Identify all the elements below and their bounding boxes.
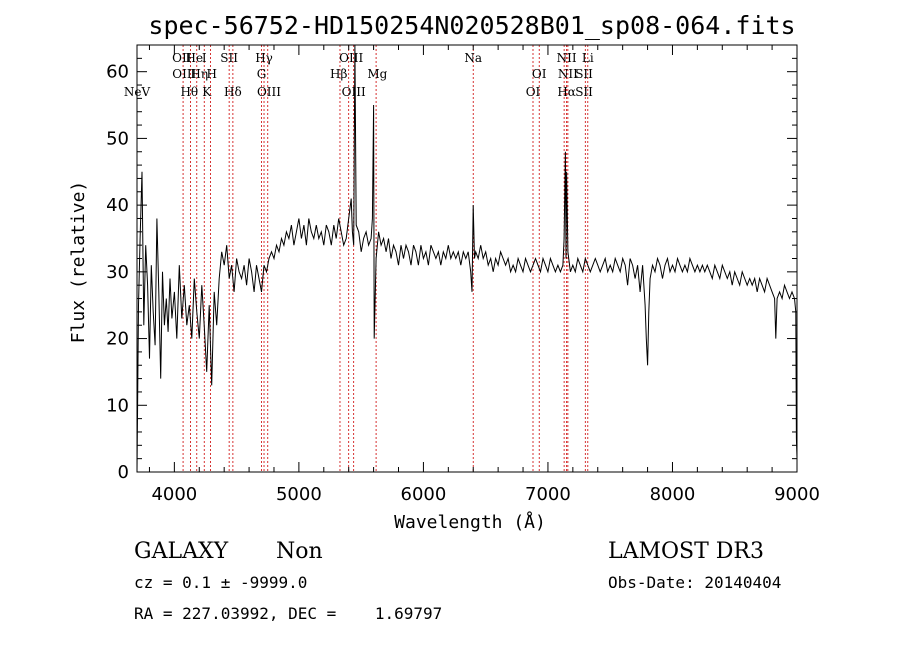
y-axis-ticks: 0 10 20 30 40 50 60 — [106, 44, 797, 483]
line-label-2: OIII — [172, 67, 196, 81]
y-tick-label: 10 — [106, 395, 129, 416]
y-tick-label: 30 — [106, 262, 129, 283]
line-label-19: OI — [532, 67, 547, 81]
line-label-10: Hδ — [224, 85, 242, 99]
line-label-18: Na — [464, 51, 482, 65]
line-label-8: H — [206, 67, 216, 81]
x-tick-label: 7000 — [525, 484, 571, 505]
line-label-9: SII — [220, 51, 238, 65]
line-label-5: Hη — [190, 67, 208, 81]
line-label-15: Hβ — [330, 67, 347, 81]
y-tick-label: 60 — [106, 62, 129, 83]
plot-frame — [136, 44, 798, 473]
x-tick-label: 5000 — [276, 484, 322, 505]
line-label-7: I — [202, 51, 207, 65]
line-label-21: NII — [557, 51, 577, 65]
y-tick-label: 0 — [118, 462, 129, 483]
line-label-26: SII — [575, 85, 593, 99]
observation-date: Obs-Date: 20140404 — [608, 573, 781, 592]
line-label-6: K — [202, 85, 212, 99]
chart-title: spec-56752-HD150254N020528B01_sp08-064.f… — [148, 11, 795, 40]
line-label-3: Hθ — [180, 85, 198, 99]
y-axis-label: Flux (relative) — [68, 181, 89, 344]
y-tick-label: 40 — [106, 195, 129, 216]
survey-name: LAMOST DR3 — [608, 539, 764, 564]
line-label-22: NII — [558, 67, 578, 81]
line-label-11: Hγ — [255, 51, 273, 65]
line-label-23: Hα — [557, 85, 576, 99]
line-label-17: Mg — [367, 67, 387, 81]
line-label-24: Li — [582, 51, 594, 65]
x-axis-label: Wavelength (Å) — [394, 511, 546, 533]
spectrum-line — [136, 44, 798, 473]
line-label-25: SII — [575, 67, 593, 81]
redshift-readout: cz = 0.1 ± -9999.0 — [134, 573, 307, 592]
line-label-20: OI — [526, 85, 541, 99]
emission-line-markers — [182, 45, 589, 472]
x-tick-label: 8000 — [650, 484, 696, 505]
object-subclass: Non — [276, 539, 323, 564]
x-tick-label: 9000 — [774, 484, 820, 505]
object-class: GALAXY — [134, 539, 229, 564]
line-label-4: He — [185, 51, 203, 65]
line-label-16: OIII — [342, 85, 366, 99]
y-tick-label: 50 — [106, 128, 129, 149]
line-label-14: OIII — [339, 51, 363, 65]
x-tick-label: 6000 — [401, 484, 447, 505]
y-tick-label: 20 — [106, 329, 129, 350]
x-axis-ticks: 4000 5000 6000 7000 8000 9000 — [148, 45, 820, 505]
line-label-13: OIII — [257, 85, 281, 99]
emission-line-labels: NeVOIIOIIIHθHeHηKIHSIIHδHγGOIIIOIIIHβOII… — [124, 51, 594, 99]
line-label-1: OII — [172, 51, 192, 65]
x-tick-label: 4000 — [151, 484, 197, 505]
line-label-12: G — [257, 67, 267, 81]
coordinates-readout: RA = 227.03992, DEC = 1.69797 — [134, 604, 442, 623]
